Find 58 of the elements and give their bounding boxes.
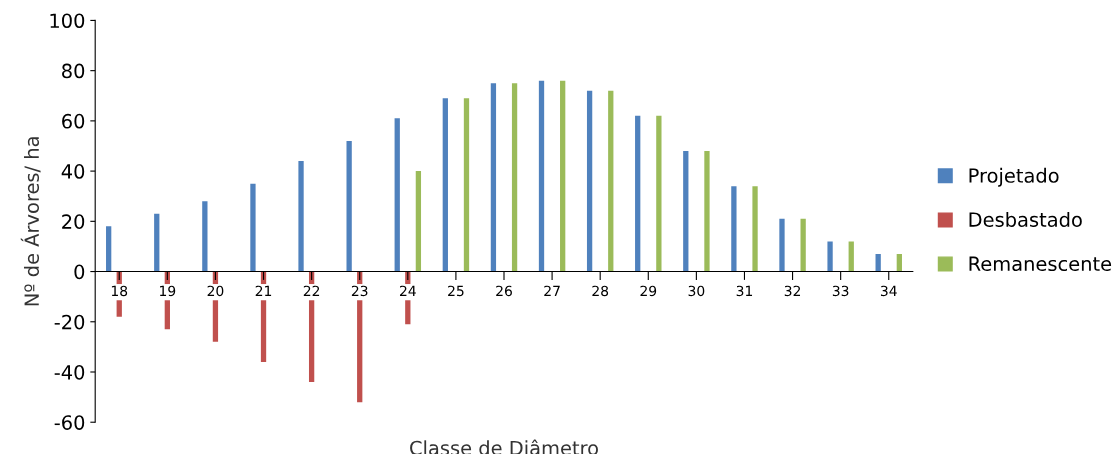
bar [490, 83, 497, 272]
bar [608, 90, 614, 272]
y-tick-label: -60 [54, 415, 85, 430]
bar [511, 83, 518, 272]
bar [635, 115, 641, 272]
bar [538, 80, 545, 272]
bar [848, 241, 854, 272]
y-tick-label: 60 [62, 113, 85, 129]
bar [442, 98, 448, 272]
bar [704, 151, 710, 272]
y-axis-title: Nº de Árvores/ ha [20, 137, 41, 306]
bar [463, 98, 470, 272]
bar [250, 183, 256, 272]
y-tick-label: 20 [62, 214, 85, 229]
x-tick-label: 25 [448, 285, 464, 297]
x-tick-label: 18 [111, 285, 128, 297]
x-tick-label: 21 [255, 285, 272, 296]
x-tick-label: 28 [592, 285, 609, 297]
bar [106, 226, 112, 272]
bar [394, 118, 400, 272]
y-tick-label: 100 [50, 13, 85, 29]
bar [298, 161, 304, 272]
y-tick-label: 40 [61, 164, 85, 179]
x-tick-label: 23 [351, 285, 368, 297]
x-tick-label: 19 [160, 285, 176, 297]
x-tick-label: 32 [784, 285, 801, 297]
x-tick-label: 33 [832, 285, 849, 297]
bar [415, 171, 422, 272]
bar [683, 151, 689, 272]
x-tick-label: 29 [640, 285, 657, 297]
bar [779, 218, 785, 272]
y-tick-label: 80 [62, 63, 85, 79]
bar [560, 80, 566, 272]
bar [875, 253, 881, 272]
bar [586, 90, 593, 272]
bar [154, 213, 160, 272]
bar [656, 115, 662, 272]
bar [800, 218, 806, 272]
y-tick-label: -40 [54, 364, 85, 380]
legend-label: Projetado [969, 167, 1059, 187]
bar [731, 186, 737, 272]
bar [752, 186, 758, 272]
bar [896, 253, 902, 272]
x-tick-label: 27 [544, 285, 560, 296]
x-tick-label: 20 [207, 285, 224, 297]
y-tick-label: -20 [54, 314, 85, 330]
x-tick-label: 22 [303, 285, 320, 296]
bar [827, 241, 833, 272]
legend-label: Desbastado [969, 211, 1082, 227]
x-tick-label: 24 [399, 285, 416, 296]
x-tick-label: 34 [880, 285, 897, 297]
x-tick-label: 26 [496, 285, 512, 297]
x-tick-label: 30 [688, 285, 705, 297]
bar [202, 201, 208, 272]
bar [346, 140, 352, 272]
legend-label: Remanescente [969, 256, 1112, 272]
y-tick-label: 0 [74, 264, 85, 280]
x-tick-label: 31 [736, 285, 753, 297]
